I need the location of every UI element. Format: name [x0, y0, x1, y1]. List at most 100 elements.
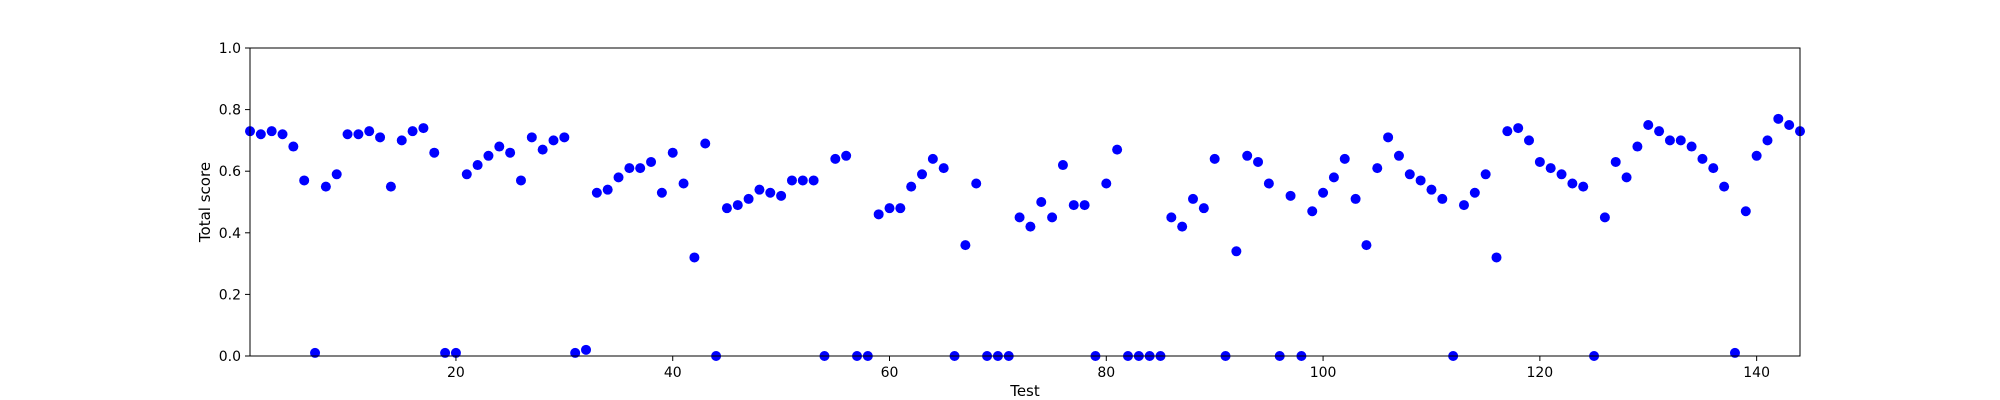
data-point — [559, 132, 570, 143]
data-point — [1773, 113, 1784, 124]
data-point — [418, 123, 429, 134]
data-point — [1502, 126, 1513, 137]
x-axis-label: Test — [1009, 382, 1040, 400]
data-point — [830, 153, 841, 164]
data-point — [353, 129, 364, 140]
data-point — [1068, 200, 1079, 211]
plot-area-frame — [249, 47, 1801, 357]
data-point — [1166, 212, 1177, 223]
data-point — [385, 181, 396, 192]
data-point — [591, 187, 602, 198]
data-point — [299, 175, 310, 186]
data-point — [1458, 200, 1469, 211]
data-point — [906, 181, 917, 192]
data-point — [971, 178, 982, 189]
data-point — [1513, 123, 1524, 134]
x-tick-label: 120 — [1526, 365, 1553, 381]
data-point — [721, 203, 732, 214]
data-point — [797, 175, 808, 186]
data-point — [646, 156, 657, 167]
data-point — [1556, 169, 1567, 180]
x-tick-label: 140 — [1743, 365, 1770, 381]
data-point — [1263, 178, 1274, 189]
data-point — [310, 347, 321, 358]
data-point — [440, 347, 451, 358]
data-point — [1567, 178, 1578, 189]
data-point — [1654, 126, 1665, 137]
data-point — [1426, 184, 1437, 195]
x-tick-label: 60 — [881, 365, 899, 381]
x-tick-label: 100 — [1310, 365, 1337, 381]
data-point — [320, 181, 331, 192]
data-point — [1762, 135, 1773, 146]
data-point — [1177, 221, 1188, 232]
data-point — [1025, 221, 1036, 232]
y-tick-label: 0.6 — [219, 164, 241, 180]
data-point — [1372, 163, 1383, 174]
data-point — [266, 126, 277, 137]
data-point — [375, 132, 386, 143]
y-tick-label: 0.8 — [219, 103, 241, 119]
data-point — [1534, 156, 1545, 167]
y-axis-label: Total score — [196, 162, 214, 243]
data-point — [515, 175, 526, 186]
data-point — [1209, 153, 1220, 164]
data-point — [1469, 187, 1480, 198]
data-point — [1632, 141, 1643, 152]
data-point — [548, 135, 559, 146]
data-point — [1578, 181, 1589, 192]
data-point — [624, 163, 635, 174]
data-point — [1708, 163, 1719, 174]
data-point — [1751, 150, 1762, 161]
data-point — [1188, 193, 1199, 204]
data-point — [1784, 120, 1795, 130]
data-point — [635, 163, 646, 174]
data-point — [1697, 153, 1708, 164]
data-point — [1112, 144, 1123, 155]
data-point — [396, 135, 407, 146]
data-point — [1242, 150, 1253, 161]
data-point — [288, 141, 299, 152]
data-point — [1047, 212, 1058, 223]
data-point — [505, 147, 516, 158]
data-point — [960, 240, 971, 251]
data-point — [1101, 178, 1112, 189]
data-point — [1339, 153, 1350, 164]
y-tick-label: 0.0 — [219, 349, 241, 365]
data-point — [786, 175, 797, 186]
data-point — [1383, 132, 1394, 143]
data-point — [1719, 181, 1730, 192]
data-point — [429, 147, 440, 158]
data-point — [1350, 193, 1361, 204]
data-point — [765, 187, 776, 198]
data-point — [1480, 169, 1491, 180]
x-axis: 20 40 60 80 100 120 140 — [447, 356, 1770, 381]
data-point — [1491, 252, 1502, 263]
y-tick-label: 0.2 — [219, 287, 241, 303]
data-point — [1599, 212, 1610, 223]
data-point — [1231, 246, 1242, 257]
data-point — [472, 160, 483, 171]
data-point — [581, 344, 592, 355]
data-point — [656, 187, 667, 198]
data-point — [1307, 206, 1318, 217]
data-point — [613, 172, 624, 183]
data-point — [700, 138, 711, 149]
data-point — [526, 132, 537, 143]
data-point — [1686, 141, 1697, 152]
data-point — [938, 163, 949, 174]
data-point — [678, 178, 689, 189]
data-point — [895, 203, 906, 214]
data-point — [1415, 175, 1426, 186]
data-point — [602, 184, 613, 195]
data-point — [483, 150, 494, 161]
y-tick-label: 0.4 — [219, 226, 241, 242]
data-point — [1285, 190, 1296, 201]
data-point — [1545, 163, 1556, 174]
data-point — [1253, 156, 1264, 167]
x-tick-label: 40 — [664, 365, 682, 381]
data-point — [1328, 172, 1339, 183]
x-tick-label: 80 — [1097, 365, 1115, 381]
data-point — [1361, 240, 1372, 251]
